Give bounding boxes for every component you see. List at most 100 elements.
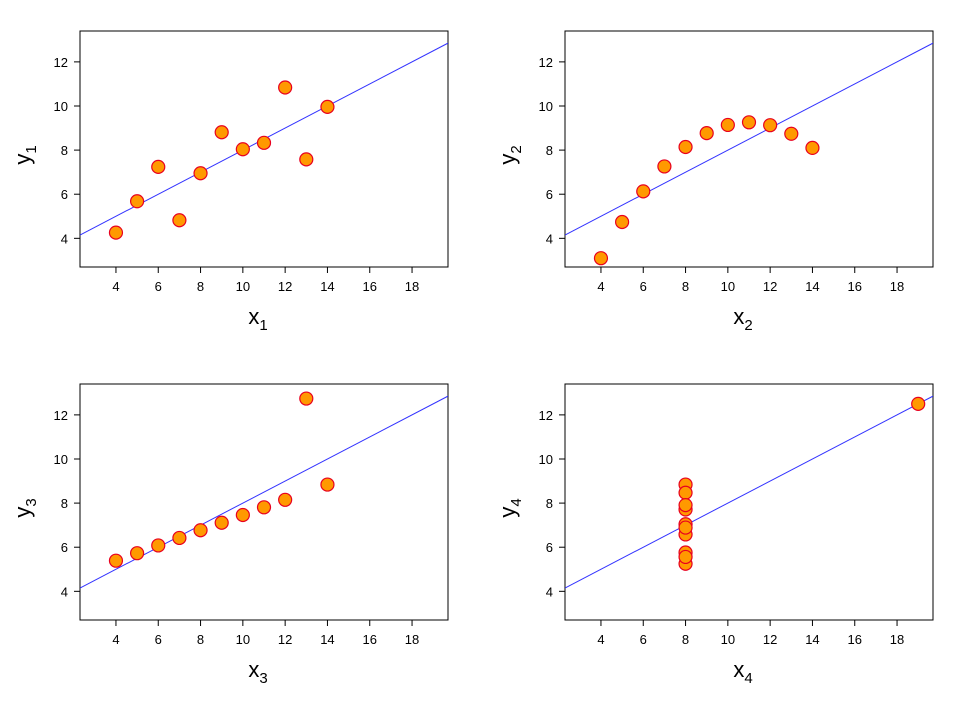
data-point <box>172 530 187 546</box>
x-tick-label: 4 <box>597 279 604 294</box>
data-point <box>678 549 693 565</box>
data-point <box>763 118 778 133</box>
x-tick-label: 10 <box>721 632 735 647</box>
x-axis-label-main: x <box>248 657 259 682</box>
y-tick-label: 10 <box>54 99 68 114</box>
data-point <box>151 159 166 174</box>
y-tick-label: 6 <box>546 540 553 555</box>
x-tick-label: 14 <box>320 632 334 647</box>
data-point <box>108 225 124 240</box>
y-tick-label: 10 <box>539 99 553 114</box>
y-axis-label-main: y <box>495 507 520 518</box>
data-point <box>615 214 630 230</box>
plot-frame-4 <box>564 383 934 621</box>
data-point <box>320 477 335 492</box>
data-point <box>678 139 693 155</box>
y-axis-label-subscript: 4 <box>508 498 525 506</box>
y-tick-label: 6 <box>61 540 68 555</box>
data-point <box>299 152 314 167</box>
data-point <box>741 115 757 130</box>
data-point <box>278 80 293 95</box>
y-tick-label: 8 <box>61 143 68 158</box>
data-point <box>657 159 672 174</box>
x-axis-label-subscript: 1 <box>259 317 267 334</box>
data-point <box>678 497 693 513</box>
x-axis-label-main: x <box>733 657 744 682</box>
x-tick-label: 16 <box>363 632 377 647</box>
data-point <box>235 142 250 157</box>
y-axis-label-main: y <box>495 154 520 165</box>
y-tick-label: 12 <box>539 408 553 423</box>
y-tick-label: 10 <box>539 452 553 467</box>
y-tick-label: 4 <box>61 584 68 599</box>
x-axis-label: x1 <box>248 304 267 334</box>
plot-frame-1 <box>79 30 449 268</box>
x-tick-label: 4 <box>112 632 119 647</box>
x-tick-label: 10 <box>721 279 735 294</box>
data-point <box>784 126 799 141</box>
x-tick-label: 4 <box>112 279 119 294</box>
data-point <box>636 184 651 199</box>
y-tick-label: 10 <box>54 452 68 467</box>
y-axis-label-subscript: 1 <box>23 145 40 153</box>
x-tick-label: 18 <box>405 279 419 294</box>
data-point <box>911 396 926 411</box>
data-point <box>593 251 609 266</box>
y-axis-label: y1 <box>10 145 40 164</box>
y-axis-label-main: y <box>10 507 35 518</box>
y-axis-label-subscript: 2 <box>508 145 525 153</box>
y-axis-label: y2 <box>495 145 525 164</box>
x-tick-label: 8 <box>682 279 689 294</box>
x-tick-label: 8 <box>197 279 204 294</box>
data-point <box>256 500 272 515</box>
x-tick-label: 14 <box>805 279 819 294</box>
plot-frame-2 <box>564 30 934 268</box>
x-axis-label: x4 <box>733 657 752 687</box>
data-point <box>699 126 714 141</box>
x-tick-label: 14 <box>805 632 819 647</box>
x-tick-label: 10 <box>236 279 250 294</box>
x-tick-label: 16 <box>848 279 862 294</box>
x-axis-label-subscript: 3 <box>259 670 267 687</box>
x-tick-label: 18 <box>890 632 904 647</box>
data-point <box>214 515 229 530</box>
data-point <box>193 523 208 538</box>
y-axis-label-main: y <box>10 154 35 165</box>
x-tick-label: 12 <box>763 279 777 294</box>
y-tick-label: 8 <box>61 496 68 511</box>
y-tick-label: 8 <box>546 143 553 158</box>
regression-line <box>565 42 933 236</box>
data-point <box>235 507 250 523</box>
y-axis-label-subscript: 3 <box>23 498 40 506</box>
data-point <box>805 140 820 155</box>
data-point <box>720 117 735 133</box>
data-point <box>299 391 314 406</box>
data-point <box>214 125 229 140</box>
y-tick-label: 4 <box>546 584 553 599</box>
x-axis-label-main: x <box>733 304 744 329</box>
data-point <box>193 166 208 181</box>
x-tick-label: 8 <box>197 632 204 647</box>
data-point <box>130 546 145 561</box>
y-axis-label: y3 <box>10 498 40 517</box>
data-point <box>108 553 124 568</box>
regression-line <box>565 395 933 589</box>
x-tick-label: 6 <box>155 279 162 294</box>
x-tick-label: 12 <box>278 632 292 647</box>
x-tick-label: 12 <box>278 279 292 294</box>
data-point <box>151 538 166 553</box>
x-tick-label: 10 <box>236 632 250 647</box>
y-tick-label: 8 <box>546 496 553 511</box>
x-axis-label: x3 <box>248 657 267 687</box>
x-tick-label: 18 <box>405 632 419 647</box>
x-axis-label-main: x <box>248 304 259 329</box>
regression-line-group-4 <box>565 395 933 589</box>
y-tick-label: 12 <box>54 408 68 423</box>
x-tick-label: 16 <box>363 279 377 294</box>
